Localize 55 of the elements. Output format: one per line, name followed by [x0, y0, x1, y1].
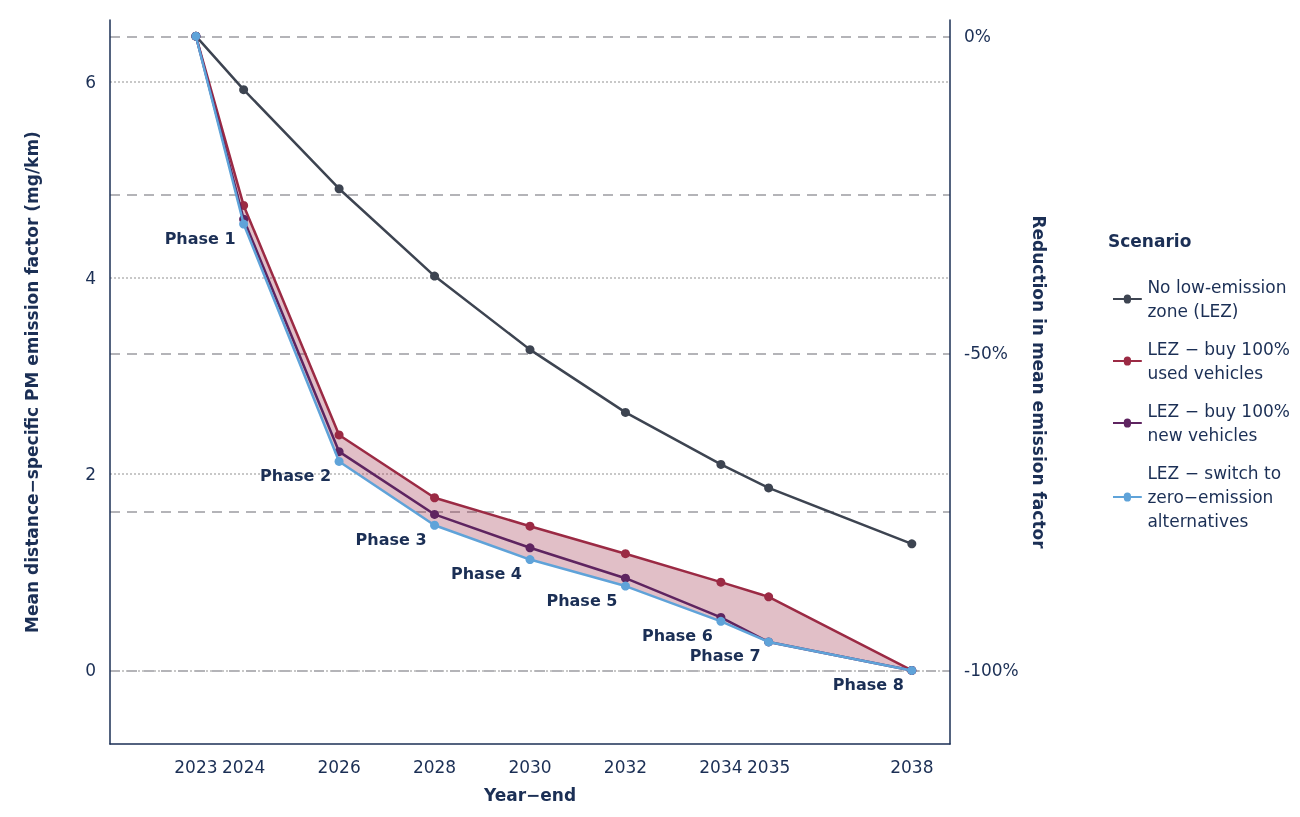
x-tick-label: 2030: [508, 756, 552, 777]
point: [334, 430, 344, 440]
point: [430, 493, 440, 503]
annotation: Phase 5: [546, 590, 618, 610]
point: [716, 459, 726, 469]
x-axis-title: Year−end: [482, 784, 577, 805]
point: [430, 271, 440, 281]
point: [239, 219, 249, 229]
annotation: Phase 3: [355, 529, 427, 549]
y-tick-label: 4: [85, 268, 96, 289]
point: [716, 616, 726, 626]
point: [764, 483, 774, 493]
y-tick-label: 0: [85, 660, 96, 681]
point: [620, 573, 630, 583]
point: [334, 184, 344, 194]
x-tick-label: 2034: [699, 756, 743, 777]
legend-label: No low-emission zone (LEZ): [1147, 277, 1292, 321]
annotation: Phase 7: [689, 646, 761, 666]
x-tick-label: 2023: [174, 756, 218, 777]
annotation: Phase 8: [832, 674, 904, 694]
point: [334, 456, 344, 466]
point: [239, 85, 249, 95]
point: [907, 539, 917, 549]
y-tick-label: 6: [85, 71, 96, 92]
legend-label: LEZ − buy 100% used vehicles: [1147, 339, 1296, 383]
y2-tick-label: -50%: [964, 343, 1008, 364]
x-tick-label: 2028: [412, 756, 457, 777]
annotation: Phase 1: [164, 228, 236, 248]
legend-label: LEZ − switch to zero−emission alternatives: [1147, 463, 1287, 531]
point: [525, 345, 535, 355]
x-tick-label: 2026: [317, 756, 361, 777]
x-tick-label: 2024: [222, 756, 266, 777]
y2-tick-label: 0%: [964, 26, 991, 47]
y-axis-title: Mean distance−specific PM emission factor (mg/km): [21, 131, 42, 633]
point: [620, 407, 630, 417]
point: [716, 577, 726, 587]
annotation: Phase 4: [451, 564, 522, 584]
x-tick-label: 2038: [890, 756, 934, 777]
annotation: Phase 6: [641, 625, 713, 645]
x-tick-label: 2035: [747, 756, 791, 777]
x-tick-label: 2032: [603, 756, 648, 777]
point: [620, 549, 630, 559]
point: [430, 520, 440, 530]
y2-axis-title: Reduction in mean emission factor: [1028, 215, 1049, 550]
legend-label: LEZ − buy 100% new vehicles: [1147, 401, 1296, 445]
point: [525, 555, 535, 565]
y-tick-label: 2: [85, 464, 96, 485]
point: [525, 521, 535, 531]
point: [620, 581, 630, 591]
annotation: Phase 2: [260, 465, 332, 485]
y2-tick-label: -100%: [964, 660, 1019, 681]
point: [525, 543, 535, 553]
point: [764, 592, 774, 602]
point: [430, 509, 440, 519]
legend-title: Scenario: [1108, 230, 1192, 251]
